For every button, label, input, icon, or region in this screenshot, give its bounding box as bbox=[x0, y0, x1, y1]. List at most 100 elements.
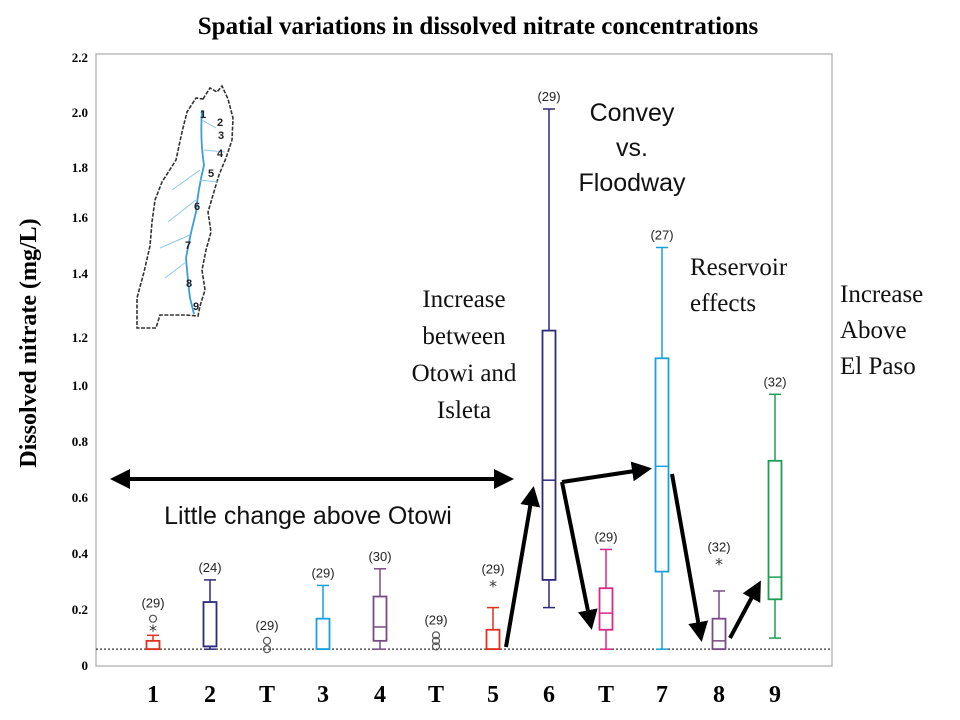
annotation-increase-otowi-isleta: Otowi and bbox=[412, 360, 517, 387]
sample-count: (32) bbox=[763, 374, 786, 389]
x-tick-label: 8 bbox=[713, 682, 725, 708]
map-site-label: 2 bbox=[217, 117, 223, 129]
box-iqr bbox=[145, 639, 161, 651]
box-iqr bbox=[372, 595, 388, 642]
map-site-label: 6 bbox=[194, 201, 200, 213]
box-9: (27) bbox=[650, 228, 674, 650]
sample-count: (29) bbox=[311, 565, 334, 580]
x-tick-label: 7 bbox=[656, 682, 668, 708]
map-site-label: 8 bbox=[186, 278, 192, 290]
arrow-down-to-8 bbox=[670, 473, 709, 642]
map-site-label: 3 bbox=[218, 130, 224, 142]
box-11: (32) bbox=[763, 374, 787, 639]
y-tick-label: 0.6 bbox=[72, 490, 89, 505]
x-tick-label: T bbox=[259, 682, 275, 708]
x-tick-label: 5 bbox=[487, 682, 499, 708]
annotation-increase-el-paso: El Paso bbox=[840, 353, 916, 380]
x-tick-label: T bbox=[428, 682, 444, 708]
y-tick-label: 1.8 bbox=[72, 160, 89, 175]
map-site-label: 4 bbox=[217, 148, 224, 160]
arrow-up-to-6 bbox=[504, 486, 541, 648]
y-tick-label: 0.4 bbox=[72, 546, 89, 561]
box-8: (29) bbox=[594, 529, 618, 650]
box-3: (29) bbox=[311, 565, 335, 651]
annotation-convey-floodway: vs. bbox=[616, 134, 648, 162]
annotation-convey-floodway: Convey bbox=[590, 99, 675, 127]
box-4: (30) bbox=[368, 549, 392, 650]
outlier-star: * bbox=[489, 576, 497, 595]
annotation-increase-otowi-isleta: between bbox=[422, 323, 506, 350]
y-tick-label: 0 bbox=[82, 658, 89, 673]
annotation-convey-floodway: Floodway bbox=[579, 169, 686, 197]
outlier-star: * bbox=[149, 621, 157, 640]
annotation-otowi: Little change above Otowi bbox=[164, 502, 452, 530]
sample-count: (29) bbox=[424, 612, 447, 627]
box-iqr bbox=[598, 587, 614, 631]
map-site-label: 1 bbox=[200, 109, 206, 121]
annotation-reservoir-effects: effects bbox=[690, 290, 756, 317]
annotation-increase-el-paso: Increase bbox=[840, 281, 923, 308]
map-site-label: 7 bbox=[185, 240, 191, 252]
x-tick-label: 2 bbox=[204, 682, 216, 708]
sample-count: (29) bbox=[594, 529, 617, 544]
sample-count: (30) bbox=[368, 549, 391, 564]
box-iqr bbox=[485, 628, 501, 651]
outlier-circle bbox=[148, 614, 158, 623]
arrow-to-7 bbox=[561, 461, 652, 484]
y-tick-label: 2.0 bbox=[72, 105, 88, 120]
river-main bbox=[185, 109, 205, 315]
basin-outline bbox=[136, 84, 234, 329]
annotation-increase-otowi-isleta: Isleta bbox=[437, 397, 491, 424]
annotation-increase-el-paso: Above bbox=[840, 317, 907, 344]
arrow-up-to-9 bbox=[728, 580, 761, 639]
box-iqr bbox=[654, 357, 670, 573]
plot-frame bbox=[95, 53, 833, 667]
outlier-circle bbox=[262, 636, 272, 645]
annotation-reservoir-effects: Reservoir bbox=[690, 254, 788, 281]
y-tick-label: 1.0 bbox=[72, 378, 88, 393]
box-0: * (29) bbox=[141, 596, 165, 651]
chart-title: Spatial variations in dissolved nitrate … bbox=[198, 13, 759, 40]
outlier-star: * bbox=[715, 554, 723, 573]
x-tick-label: T bbox=[598, 682, 614, 708]
map-site-label: 9 bbox=[193, 301, 199, 313]
outlier-circle bbox=[431, 636, 441, 645]
box-iqr bbox=[315, 617, 331, 651]
river-tributaries bbox=[159, 119, 226, 279]
outlier-circle bbox=[262, 645, 272, 654]
y-tick-label: 1.2 bbox=[72, 330, 88, 345]
sample-count: (32) bbox=[707, 539, 730, 554]
sample-count: (29) bbox=[481, 561, 504, 576]
box-1: (24) bbox=[198, 560, 222, 650]
box-10: *(32) bbox=[707, 539, 731, 651]
y-tick-label: 0.2 bbox=[72, 602, 88, 617]
y-axis-label: Dissolved nitrate (mg/L) bbox=[16, 218, 42, 467]
y-tick-label: 0.8 bbox=[72, 434, 89, 449]
outlier-circle bbox=[431, 631, 441, 640]
annotation-increase-otowi-isleta: Increase bbox=[422, 286, 505, 313]
box-iqr bbox=[541, 329, 557, 581]
sample-count: (27) bbox=[650, 228, 673, 243]
box-iqr bbox=[711, 617, 727, 651]
box-iqr bbox=[767, 459, 783, 601]
box-7: (29) bbox=[537, 89, 561, 609]
sample-count: (24) bbox=[198, 560, 221, 575]
outlier-circle bbox=[431, 642, 441, 651]
y-axis-ticks: 0 0.2 0.4 0.6 0.8 1.0 1.2 1.4 1.6 1.8 2.0 2.2 bbox=[72, 50, 89, 673]
box-2: (29) bbox=[255, 618, 279, 654]
y-tick-label: 2.2 bbox=[72, 50, 88, 65]
arrow-down-to-T bbox=[560, 481, 598, 630]
annotation-arrows bbox=[110, 461, 761, 648]
y-tick-label: 1.4 bbox=[72, 266, 89, 281]
x-tick-label: 1 bbox=[147, 682, 159, 708]
sample-count: (29) bbox=[537, 89, 560, 104]
y-tick-label: 1.6 bbox=[72, 210, 89, 225]
sample-count: (29) bbox=[255, 618, 278, 633]
box-6: *(29) bbox=[481, 561, 505, 651]
box-series: *(29)(24)(29)(29)(30)(29)*(29)(29)(29)(2… bbox=[141, 89, 787, 654]
x-tick-label: 4 bbox=[374, 682, 386, 708]
x-tick-label: 6 bbox=[543, 682, 555, 708]
x-axis-ticks: 1 2 T 3 4 T 5 6 T 7 8 9 bbox=[147, 682, 781, 708]
